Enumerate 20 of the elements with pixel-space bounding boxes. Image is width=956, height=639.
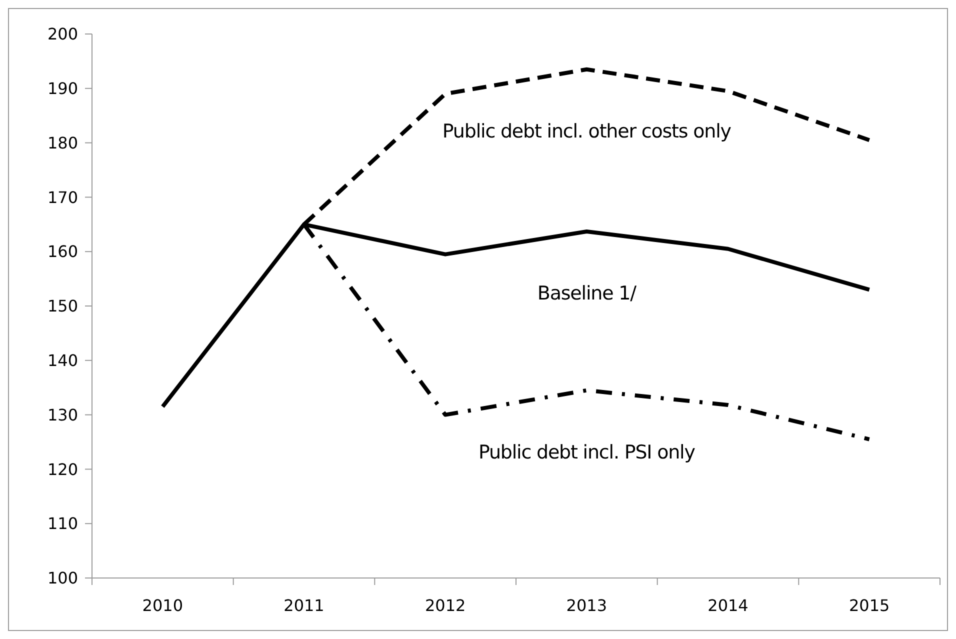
y-tick-label: 110 (47, 514, 78, 534)
text: Baseline 1/ (537, 282, 638, 304)
x-tick-label: 2013 (566, 596, 608, 615)
y-tick-label: 170 (47, 188, 78, 207)
x-tick-label: 2015 (848, 596, 890, 615)
y-tick-label: 140 (47, 351, 78, 370)
x-tick-label: 2010 (142, 596, 184, 615)
y-tick-label: 160 (47, 242, 78, 262)
series-label: Public debt incl. PSI only (478, 441, 696, 464)
y-tick-label: 120 (47, 460, 78, 479)
y-tick-label: 130 (47, 405, 78, 424)
y-tick-label: 190 (47, 79, 78, 98)
y-tick-label: 100 (47, 568, 78, 588)
x-tick-label: 2011 (284, 596, 324, 615)
series-label: Public debt incl. other costs only (442, 120, 732, 142)
x-tick-label: 2012 (424, 596, 466, 615)
y-tick-label: 180 (47, 133, 78, 152)
y-tick-label: 150 (47, 296, 78, 316)
y-tick-label: 200 (47, 24, 78, 44)
x-tick-label: 2014 (708, 596, 748, 615)
